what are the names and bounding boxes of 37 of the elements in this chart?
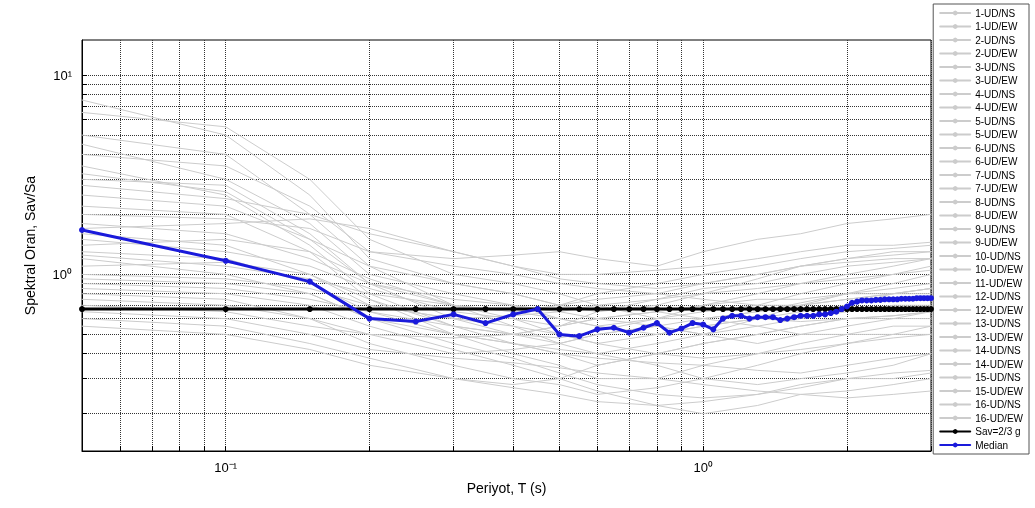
- y-tick-label: 10¹: [53, 67, 73, 83]
- legend-label: 5-UD/NS: [975, 115, 1016, 127]
- legend-label: 12-UD/NS: [975, 291, 1022, 302]
- legend-label: 14-UD/NS: [975, 345, 1022, 356]
- legend-label: 16-UD/EW: [975, 412, 1024, 424]
- legend-label: 1-UD/NS: [975, 7, 1016, 19]
- legend-label: 10-UD/EW: [975, 264, 1024, 275]
- legend-label: 7-UD/EW: [975, 183, 1018, 194]
- legend-label: 9-UD/EW: [975, 237, 1018, 248]
- legend-label: 3-UD/NS: [975, 61, 1016, 73]
- legend-label: 10-UD/NS: [975, 250, 1022, 262]
- legend-label: Median: [975, 439, 1009, 451]
- legend-label: 14-UD/EW: [975, 358, 1024, 370]
- legend-label: 6-UD/EW: [975, 156, 1018, 167]
- legend-label: 9-UD/NS: [975, 223, 1016, 235]
- legend-label: 6-UD/NS: [975, 142, 1016, 154]
- legend-label: 8-UD/NS: [975, 196, 1016, 208]
- x-tick-label: 10⁻¹: [214, 460, 238, 475]
- legend-label: 4-UD/EW: [975, 102, 1018, 113]
- legend-label: 16-UD/NS: [975, 399, 1022, 410]
- legend-label: 13-UD/EW: [975, 331, 1024, 343]
- legend-label: 15-UD/EW: [975, 385, 1024, 397]
- legend-label: 13-UD/NS: [975, 318, 1022, 329]
- legend-label: 7-UD/NS: [975, 169, 1016, 181]
- legend-label: 15-UD/NS: [975, 372, 1022, 383]
- legend-label: 1-UD/EW: [975, 21, 1018, 32]
- legend-label: 11-UD/EW: [975, 277, 1023, 289]
- legend-label: 3-UD/EW: [975, 75, 1018, 86]
- legend-label: 4-UD/NS: [975, 88, 1016, 100]
- legend-label: 5-UD/EW: [975, 129, 1018, 140]
- legend-label: 12-UD/EW: [975, 304, 1024, 316]
- legend-label: 2-UD/EW: [975, 48, 1018, 59]
- x-axis-title: Periyot, T (s): [466, 480, 547, 496]
- y-axis-title: Spektral Oran, Sav/Sa: [22, 175, 38, 316]
- legend-label: 8-UD/EW: [975, 210, 1018, 221]
- legend-label: 2-UD/NS: [975, 34, 1016, 46]
- legend-label: Sav=2/3 g: [975, 426, 1021, 437]
